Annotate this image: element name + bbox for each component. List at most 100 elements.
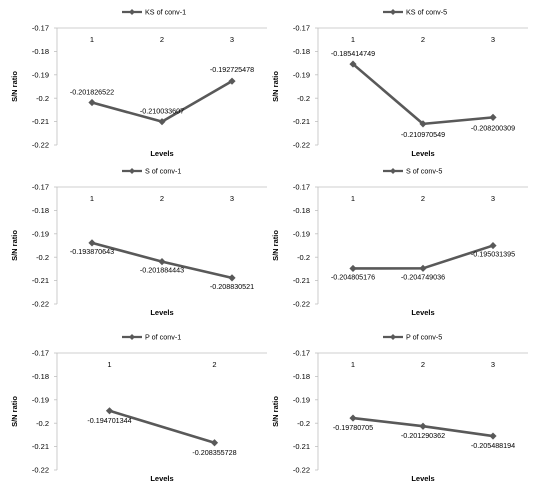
x-axis-title: Levels [150,474,173,483]
data-point-marker [88,239,96,247]
y-tick-label: -0.19 [32,229,49,238]
y-axis-title: S/N ratio [271,396,280,427]
y-axis-title: S/N ratio [10,230,19,261]
data-point-marker [489,432,497,440]
y-tick-label: -0.18 [293,47,310,56]
y-axis-title: S/N ratio [271,230,280,261]
y-tick-label: -0.17 [293,24,310,33]
y-tick-label: -0.17 [32,183,49,192]
series-line [352,63,494,126]
x-axis-title: Levels [150,149,173,158]
y-tick-label: -0.2 [36,94,49,103]
data-label: -0.192725478 [210,65,254,74]
legend-swatch-marker [390,334,396,340]
x-category-label: 1 [351,35,355,44]
y-axis-title: S/N ratio [271,71,280,102]
data-label: -0.208830521 [210,282,254,291]
data-label: -0.193870643 [70,247,114,256]
data-label: -0.201884443 [140,266,184,275]
x-axis-title: Levels [150,308,173,317]
x-category-label: 3 [230,194,234,203]
x-category-label: 3 [491,194,495,203]
y-tick-label: -0.19 [32,395,49,404]
data-label: -0.204805176 [331,272,375,281]
data-point-marker [419,264,427,272]
data-label: -0.195031395 [471,250,515,259]
x-category-label: 2 [421,194,425,203]
data-label: -0.19780705 [333,423,373,432]
y-tick-label: -0.21 [32,117,49,126]
data-label: -0.205488194 [471,441,515,450]
data-label: -0.210970549 [401,130,445,139]
y-tick-label: -0.19 [293,395,310,404]
x-axis-title: Levels [411,308,434,317]
x-category-label: 2 [160,194,164,203]
data-label: -0.201826522 [70,87,114,96]
data-point-marker [88,98,96,107]
data-point-marker [105,407,114,415]
data-point-marker [228,274,236,282]
series-line [109,409,215,444]
legend-label: KS of conv-1 [145,8,186,17]
legend-swatch-marker [129,168,135,174]
y-tick-label: -0.21 [293,442,310,451]
chart-panel-6: P of conv-5 -0.17 -0.18 -0.19 -0.2 -0.21 -0.22… [271,333,528,483]
x-category-label: 1 [90,35,94,44]
data-label: -0.210033607 [140,107,184,116]
y-tick-label: -0.2 [297,253,310,262]
y-tick-label: -0.22 [32,141,49,150]
data-label: -0.185414749 [331,49,375,58]
y-tick-label: -0.2 [297,94,310,103]
y-axis-title: S/N ratio [10,396,19,427]
y-axis-title: S/N ratio [10,71,19,102]
chart-panel-1: KS of conv-1 -0.17 -0.18 -0.19 -0.2 -0.21 -0.2… [10,8,267,158]
legend-swatch-marker [129,334,135,340]
x-category-label: 2 [421,35,425,44]
y-tick-label: -0.22 [293,141,310,150]
x-category-label: 3 [491,35,495,44]
legend-label: S of conv-1 [145,167,181,176]
x-category-label: 1 [90,194,94,203]
data-point-marker [489,113,497,121]
y-tick-label: -0.19 [293,70,310,79]
chart-panel-4: S of conv-5 -0.17 -0.18 -0.19 -0.2 -0.21 -0.22… [271,167,528,317]
y-tick-label: -0.22 [32,300,49,309]
chart-panel-3: S of conv-1 -0.17 -0.18 -0.19 -0.2 -0.21 -0.22… [10,167,267,317]
y-tick-label: -0.2 [297,419,310,428]
data-point-marker [419,422,427,430]
chart-panel-5: P of conv-1 -0.17 -0.18 -0.19 -0.2 -0.21 -0.22… [10,333,267,483]
y-tick-label: -0.17 [293,183,310,192]
data-point-marker [228,77,236,85]
y-tick-label: -0.17 [32,349,49,358]
y-tick-label: -0.2 [36,253,49,262]
data-point-marker [349,60,357,68]
legend-swatch-marker [390,168,396,174]
x-category-label: 1 [107,360,111,369]
y-tick-label: -0.22 [293,466,310,475]
y-tick-label: -0.21 [32,442,49,451]
legend-label: S of conv-5 [406,167,442,176]
x-category-label: 1 [351,194,355,203]
y-tick-label: -0.17 [293,349,310,358]
y-tick-label: -0.21 [32,276,49,285]
data-point-marker [489,241,497,250]
y-tick-label: -0.18 [293,206,310,215]
y-tick-label: -0.18 [32,47,49,56]
y-tick-label: -0.19 [293,229,310,238]
data-point-marker [349,414,357,422]
x-category-label: 2 [421,360,425,369]
legend-label: P of conv-5 [406,333,442,342]
y-tick-label: -0.22 [32,466,49,475]
x-category-label: 2 [212,360,216,369]
data-label: -0.194701344 [87,416,131,425]
data-point-marker [349,264,357,273]
data-point-marker [158,258,166,266]
x-category-label: 1 [351,360,355,369]
x-category-label: 3 [230,35,234,44]
y-tick-label: -0.17 [32,24,49,33]
y-tick-label: -0.18 [32,372,49,381]
legend-swatch-marker [129,9,135,15]
y-tick-label: -0.21 [293,276,310,285]
legend-label: KS of conv-5 [406,8,447,17]
